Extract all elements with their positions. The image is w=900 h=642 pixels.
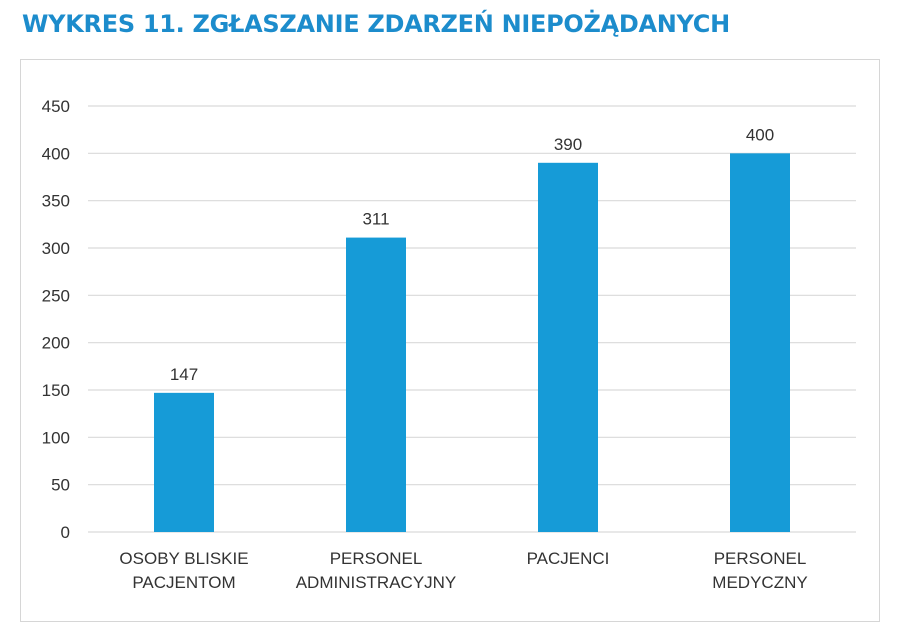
- bar: [154, 392, 214, 532]
- y-tick-label: 50: [51, 476, 70, 495]
- chart-title: WYKRES 11. ZGŁASZANIE ZDARZEŃ NIEPOŻĄDAN…: [22, 10, 730, 38]
- x-category-label: ADMINISTRACYJNY: [296, 573, 457, 592]
- y-tick-label: 250: [42, 286, 70, 305]
- x-category-label: PACJENCI: [527, 549, 610, 568]
- data-label: 400: [746, 125, 774, 144]
- y-tick-label: 450: [42, 97, 70, 116]
- x-category-label: PACJENTOM: [132, 573, 235, 592]
- bar: [538, 162, 598, 533]
- y-tick-label: 0: [61, 523, 70, 542]
- bar: [730, 153, 790, 533]
- y-tick-label: 350: [42, 192, 70, 211]
- bar: [346, 237, 406, 532]
- data-label: 311: [362, 210, 389, 229]
- data-label: 147: [170, 365, 198, 384]
- x-category-label: PERSONEL: [330, 549, 423, 568]
- y-tick-label: 100: [42, 428, 70, 447]
- y-tick-label: 200: [42, 334, 70, 353]
- y-tick-label: 300: [42, 239, 70, 258]
- x-category-label: OSOBY BLISKIE: [119, 549, 248, 568]
- x-category-label: MEDYCZNY: [712, 573, 807, 592]
- data-label: 390: [554, 135, 582, 154]
- chart-frame: [20, 59, 880, 622]
- y-tick-label: 150: [42, 381, 70, 400]
- x-category-label: PERSONEL: [714, 549, 807, 568]
- y-tick-label: 400: [42, 144, 70, 163]
